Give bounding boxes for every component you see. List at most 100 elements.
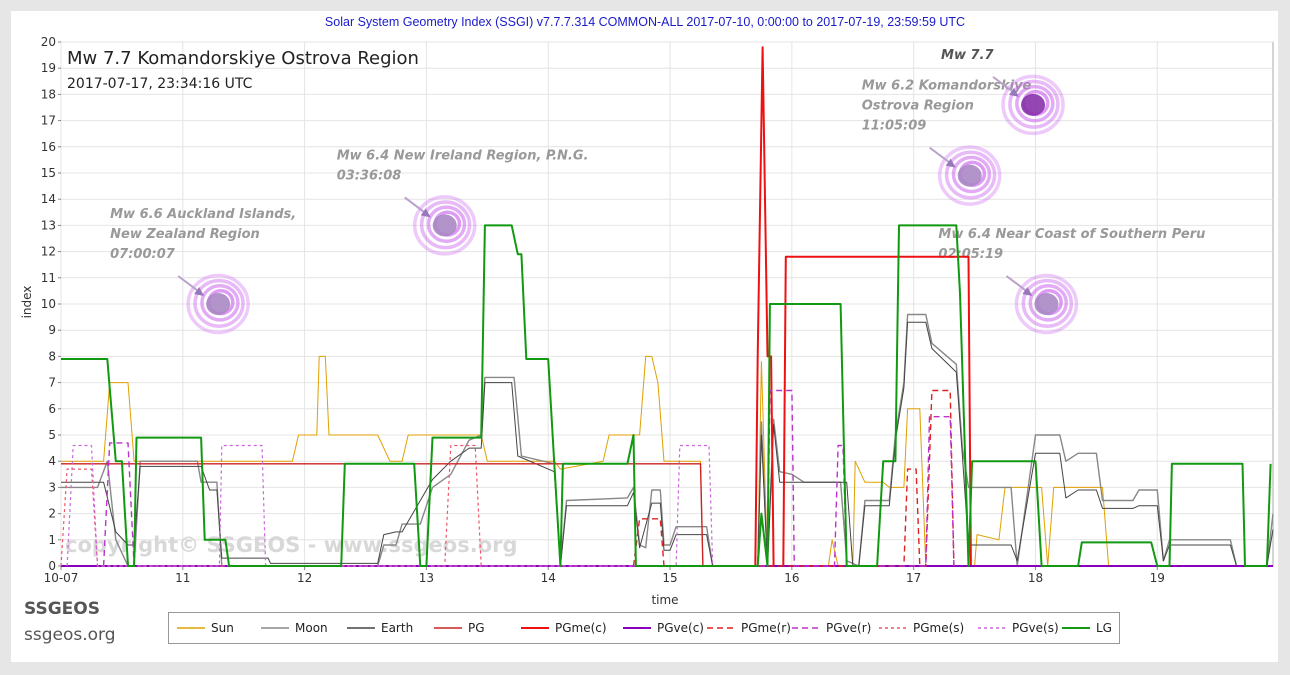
legend-swatch	[623, 627, 651, 629]
series-lines	[60, 46, 1274, 567]
y-tick-label: 16	[41, 140, 56, 154]
x-tick-label: 16	[784, 571, 799, 585]
y-tick-label: 14	[41, 192, 56, 206]
x-tick-label: 14	[541, 571, 556, 585]
legend-label: PG	[468, 621, 485, 635]
y-tick-label: 17	[41, 114, 56, 128]
legend-label: Moon	[295, 621, 328, 635]
earthquake-annotations: Mw 6.6 Auckland Islands, New Zealand Regi…	[110, 48, 1205, 335]
quake-label: Mw 7.7	[941, 48, 994, 63]
legend-label: PGve(r)	[826, 621, 872, 635]
quake-ring	[1008, 79, 1060, 129]
quake-ring	[426, 205, 467, 244]
legend-swatch	[879, 627, 907, 629]
y-tick-label: 7	[48, 376, 56, 390]
quake-center	[1034, 293, 1059, 315]
quake-ring	[937, 145, 1002, 206]
legend-swatch	[261, 627, 289, 629]
series-line-pgme-c-	[754, 46, 972, 567]
legend-item: PGve(s)	[978, 613, 1059, 643]
quake-label: 11:05:09	[862, 119, 927, 134]
x-tick-label: 11	[175, 571, 190, 585]
x-tick-label: 18	[1028, 571, 1043, 585]
x-tick-label: 10-07	[44, 571, 79, 585]
legend-swatch	[1062, 627, 1090, 629]
y-tick-label: 0	[48, 559, 56, 573]
legend-swatch	[521, 627, 549, 629]
legend-item: Moon	[261, 613, 328, 643]
series-line-pgve-r-	[102, 389, 955, 567]
legend-label: Earth	[381, 621, 414, 635]
legend-swatch	[177, 627, 205, 629]
legend-item: PGve(r)	[792, 613, 871, 643]
quake-pointer-head	[945, 158, 956, 168]
quake-pointer-head	[1009, 87, 1020, 97]
series-line-pgve-s-	[66, 444, 714, 567]
x-tick-label: 15	[662, 571, 677, 585]
y-tick-label: 13	[41, 218, 56, 232]
legend-item: Sun	[177, 613, 234, 643]
brand-logo: SSGEOS	[24, 599, 100, 619]
legend-swatch	[434, 627, 462, 629]
quake-ring	[951, 155, 992, 194]
y-tick-label: 11	[41, 271, 56, 285]
y-tick-label: 1	[48, 533, 56, 547]
y-axis-label: index	[20, 286, 34, 319]
quake-center	[432, 214, 457, 237]
quake-label: Ostrova Region	[862, 99, 974, 114]
y-tick-label: 2	[48, 507, 56, 521]
legend: Sun Moon Earth PG PGme(c) PGve(c) PGme(r) PGve(…	[168, 612, 1120, 644]
quake-label: Mw 6.4 Near Coast of Southern Peru	[938, 227, 1205, 242]
y-tick-label: 15	[41, 166, 56, 180]
legend-label: PGme(r)	[741, 621, 791, 635]
quake-ring	[193, 278, 245, 328]
quake-center	[206, 293, 231, 315]
chart-header-title: Solar System Geometry Index (SSGI) v7.7.…	[325, 15, 965, 29]
watermark: copyright© SSGEOS - www.ssgeos.org	[65, 533, 518, 557]
legend-item: PGve(c)	[623, 613, 704, 643]
legend-label: PGve(s)	[1012, 621, 1059, 635]
quake-ring	[412, 195, 477, 256]
y-tick-label: 4	[48, 454, 56, 468]
y-tick-label: 18	[41, 87, 56, 101]
quake-pointer-head	[1022, 287, 1033, 296]
earthquake-marker-q4: Mw 7.7	[941, 48, 1065, 136]
quake-center	[1021, 93, 1046, 116]
quake-pointer-head	[194, 287, 205, 296]
quake-label: Mw 6.6 Auckland Islands,	[110, 207, 296, 222]
series-line-lg	[61, 224, 1272, 567]
quake-center	[957, 164, 982, 187]
quake-ring	[1015, 84, 1055, 123]
x-tick-label: 17	[906, 571, 921, 585]
legend-label: PGme(s)	[913, 621, 965, 635]
earthquake-marker-q2: Mw 6.4 New Ireland Region, P.N.G. 03:36:0…	[337, 148, 589, 256]
series-line-sun	[61, 355, 1273, 567]
earthquake-marker-q5: Mw 6.4 Near Coast of Southern Peru 02:05:…	[938, 227, 1205, 335]
y-tick-label: 3	[48, 480, 56, 494]
quake-ring	[200, 283, 240, 322]
quake-ring	[1014, 273, 1079, 335]
event-title: Mw 7.7 Komandorskiye Ostrova Region	[67, 48, 419, 69]
legend-item: LG	[1062, 613, 1112, 643]
quake-label: 03:36:08	[337, 168, 402, 183]
legend-swatch	[707, 627, 735, 629]
x-tick-label: 12	[297, 571, 312, 585]
quake-ring	[1021, 278, 1074, 328]
legend-label: LG	[1096, 621, 1112, 635]
legend-swatch	[792, 627, 820, 629]
legend-label: Sun	[211, 621, 234, 635]
quake-ring	[186, 273, 250, 335]
x-axis-label: time	[651, 593, 678, 607]
quake-ring	[419, 200, 472, 250]
earthquake-marker-q1: Mw 6.6 Auckland Islands, New Zealand Regi…	[110, 207, 296, 335]
legend-item: PGme(s)	[879, 613, 964, 643]
quake-label: Mw 6.4 New Ireland Region, P.N.G.	[337, 148, 589, 163]
x-tick-label: 13	[419, 571, 434, 585]
x-tick-label: 19	[1150, 571, 1165, 585]
legend-label: PGve(c)	[657, 621, 704, 635]
quake-label: 07:00:07	[110, 247, 176, 262]
quake-ring	[1001, 74, 1065, 136]
quake-pointer-head	[420, 208, 431, 218]
